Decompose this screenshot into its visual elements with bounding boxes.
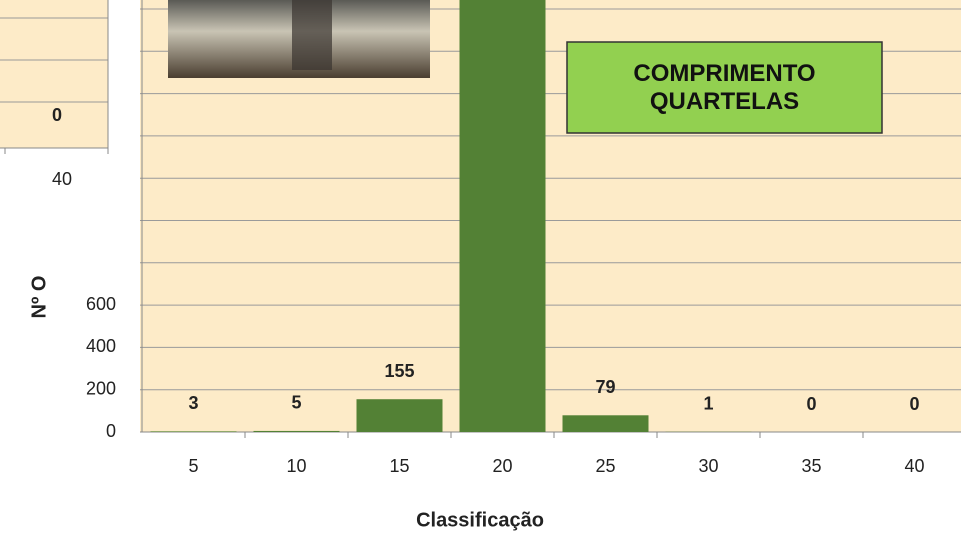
value-label: 0	[806, 394, 816, 414]
plot-area	[0, 0, 108, 148]
left-chart: 0 40	[0, 0, 128, 268]
value-label: 0	[52, 105, 62, 125]
bar	[151, 431, 237, 432]
chart-title: COMPRIMENTO QUARTELAS	[567, 42, 882, 133]
y-tick-label: 400	[86, 336, 116, 356]
y-tick-label: 0	[106, 421, 116, 441]
bar	[563, 415, 649, 432]
x-tick-label: 15	[389, 456, 409, 476]
y-tick-label: 200	[86, 378, 116, 398]
screen: 0200400600800100012001400160018002000531…	[0, 0, 961, 534]
value-label: 1	[703, 394, 713, 414]
x-tick-label: 25	[595, 456, 615, 476]
x-tick-label: 40	[904, 456, 924, 476]
value-label: 0	[909, 394, 919, 414]
value-label: 5	[291, 393, 301, 413]
bar	[460, 0, 546, 432]
x-tick-label: 30	[698, 456, 718, 476]
bar	[357, 399, 443, 432]
y-tick-label: 600	[86, 294, 116, 314]
photo-figure	[292, 0, 332, 70]
value-label: 155	[384, 361, 414, 381]
x-tick-label: 20	[492, 456, 512, 476]
value-label: 3	[188, 393, 198, 413]
title-holder: COMPRIMENTO QUARTELAS	[567, 42, 882, 133]
y-axis-title: Nº O	[28, 276, 50, 319]
x-tick-label: 10	[286, 456, 306, 476]
x-tick-label: 40	[52, 169, 72, 189]
x-axis-title: Classificação	[416, 509, 544, 531]
value-label: 79	[595, 377, 615, 397]
bar	[254, 431, 340, 432]
x-tick-label: 35	[801, 456, 821, 476]
x-tick-label: 5	[188, 456, 198, 476]
